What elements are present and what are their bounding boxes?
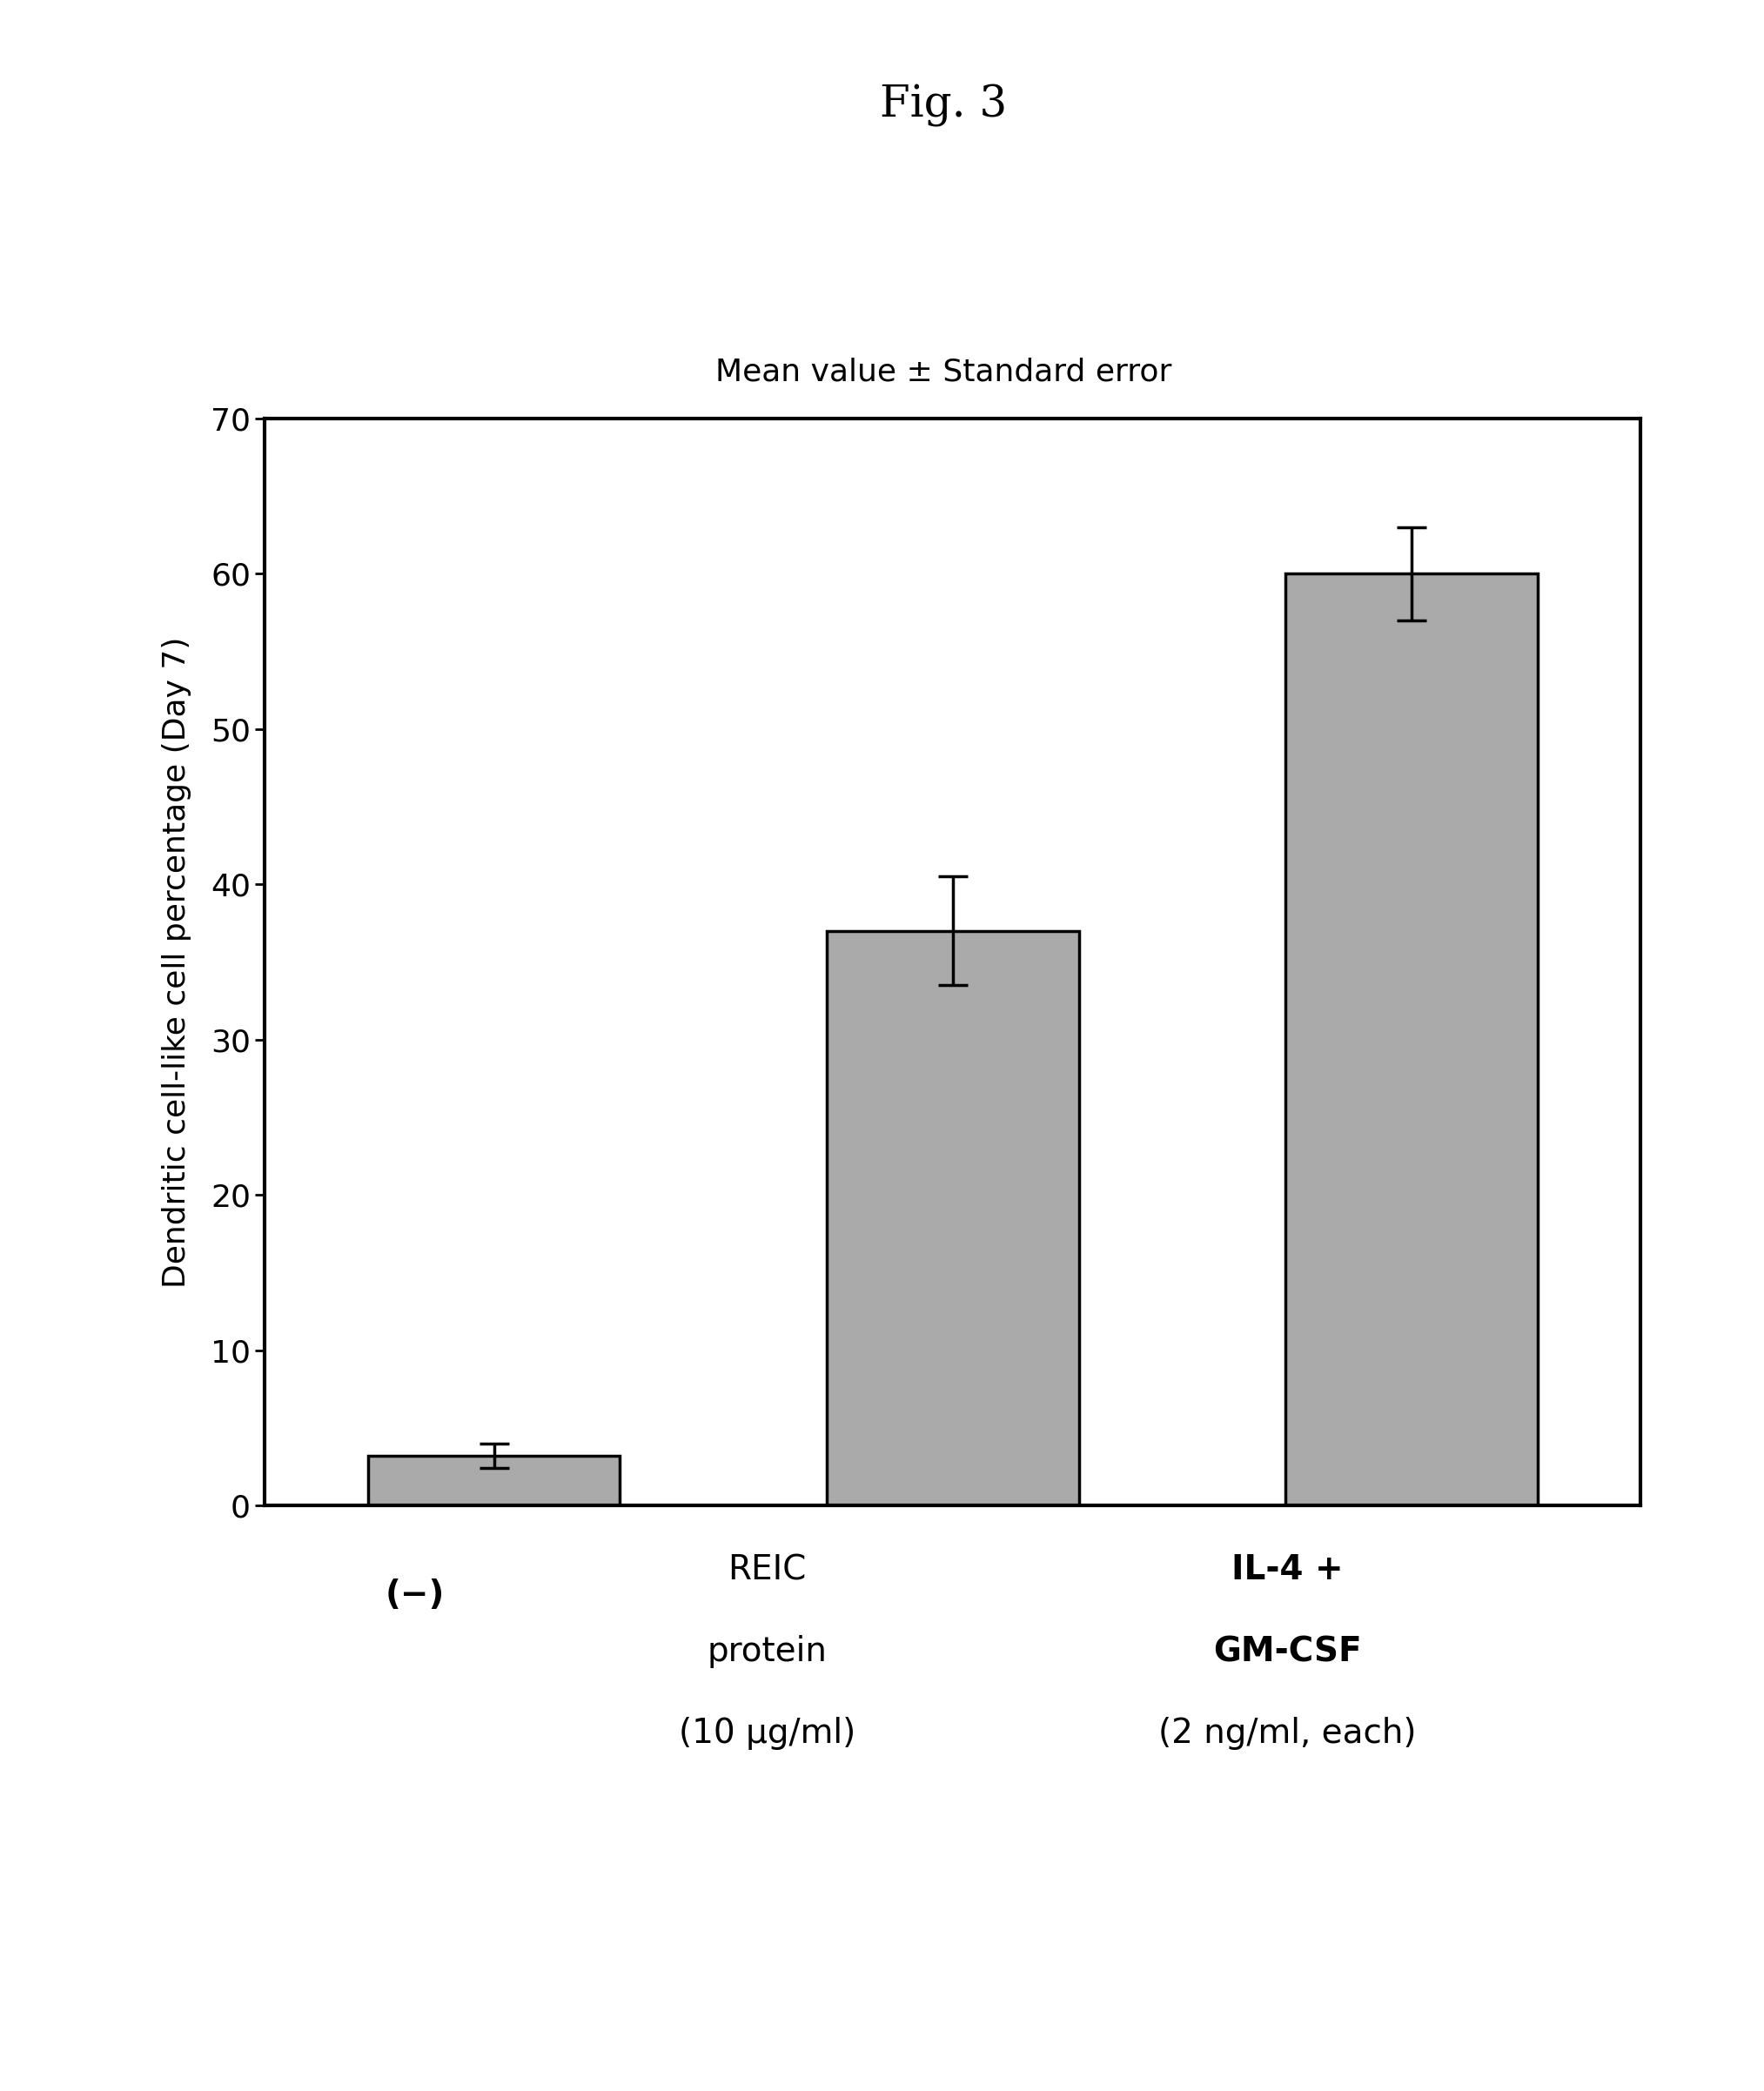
Text: Mean value ± Standard error: Mean value ± Standard error [716,358,1171,387]
Text: (2 ng/ml, each): (2 ng/ml, each) [1159,1717,1416,1750]
Text: IL-4 +: IL-4 + [1231,1554,1344,1587]
Bar [367,1455,621,1506]
Bar [826,930,1078,1506]
Text: (−): (−) [385,1579,445,1612]
Text: (10 μg/ml): (10 μg/ml) [679,1717,856,1750]
Text: Fig. 3: Fig. 3 [880,84,1007,128]
Text: REIC: REIC [729,1554,806,1587]
Y-axis label: Dendritic cell-like cell percentage (Day 7): Dendritic cell-like cell percentage (Day… [162,636,191,1288]
Bar [1284,573,1538,1506]
Text: protein: protein [707,1635,827,1669]
Text: GM-CSF: GM-CSF [1214,1635,1362,1669]
